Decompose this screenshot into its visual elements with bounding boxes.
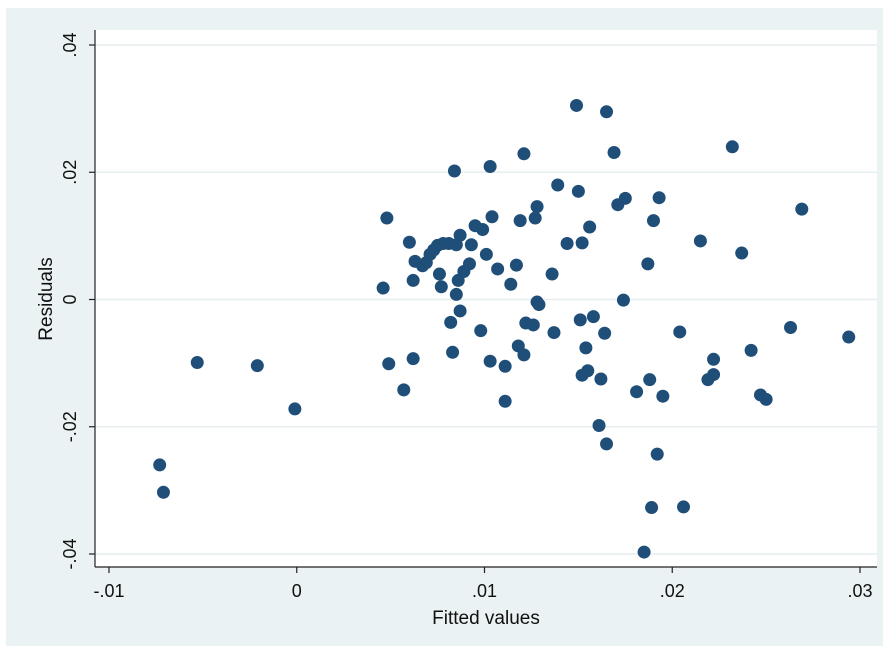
data-point [288, 402, 302, 416]
data-point [759, 392, 773, 406]
data-point [652, 191, 666, 205]
data-point [560, 237, 574, 251]
data-point [532, 298, 546, 312]
data-point [462, 257, 476, 271]
data-point [530, 200, 544, 214]
data-point [725, 140, 739, 154]
data-point [677, 500, 691, 514]
data-point [498, 359, 512, 373]
data-point [517, 348, 531, 362]
data-point [432, 267, 446, 281]
data-point [784, 320, 798, 334]
y-ticks: -.04 -.02 0 .02 .04 [60, 32, 95, 570]
y-tick-label: -.04 [60, 538, 80, 569]
data-point [579, 341, 593, 355]
data-point [380, 211, 394, 225]
data-point [504, 277, 518, 291]
data-point [446, 345, 460, 359]
y-axis-title: Residuals [36, 257, 57, 340]
data-point [618, 191, 632, 205]
data-point [744, 343, 758, 357]
data-point [513, 214, 527, 228]
data-point [406, 273, 420, 287]
data-point [190, 355, 204, 369]
data-point [474, 324, 488, 338]
data-point [641, 257, 655, 271]
data-point [842, 330, 856, 344]
data-point [586, 310, 600, 324]
x-tick-label: .02 [660, 581, 685, 601]
data-point [735, 246, 749, 260]
data-point [607, 146, 621, 160]
data-point [598, 326, 612, 340]
data-point [447, 164, 461, 178]
data-point [483, 354, 497, 368]
data-point [795, 202, 809, 216]
data-point [397, 383, 411, 397]
data-point [673, 325, 687, 339]
data-point [153, 458, 167, 472]
data-point [449, 287, 463, 301]
data-point [616, 293, 630, 307]
data-point [583, 220, 597, 234]
data-point [485, 210, 499, 224]
data-point [600, 437, 614, 451]
data-point [528, 211, 542, 225]
data-point [483, 160, 497, 174]
data-point [491, 262, 505, 276]
y-tick-label: .02 [60, 160, 80, 185]
data-point [402, 235, 416, 249]
x-tick-label: 0 [292, 581, 302, 601]
data-point [645, 501, 659, 515]
data-point [498, 394, 512, 408]
x-tick-label: .01 [472, 581, 497, 601]
data-point [547, 326, 561, 340]
data-point [581, 364, 595, 378]
data-point [575, 236, 589, 250]
y-tick-label: .04 [60, 32, 80, 57]
data-point [551, 178, 565, 192]
data-point [656, 389, 670, 403]
data-point [250, 359, 264, 373]
x-axis-title: Fitted values [432, 608, 540, 629]
data-point [571, 184, 585, 198]
data-point [545, 267, 559, 281]
data-point [479, 247, 493, 261]
plot-area [95, 30, 877, 567]
data-point [693, 234, 707, 248]
data-point [646, 214, 660, 228]
data-point [453, 304, 467, 318]
data-point [156, 485, 170, 499]
data-point [434, 280, 448, 294]
data-point [630, 385, 644, 399]
data-point [600, 105, 614, 119]
y-tick-label: -.02 [60, 411, 80, 442]
data-point [594, 372, 608, 386]
data-point [569, 98, 583, 112]
x-tick-label: -.01 [93, 581, 124, 601]
data-point [376, 281, 390, 295]
data-point [406, 352, 420, 366]
x-tick-label: .03 [847, 581, 872, 601]
x-ticks: -.01 0 .01 .02 .03 [93, 567, 873, 601]
data-point [573, 313, 587, 327]
data-point [509, 258, 523, 272]
data-point [464, 238, 478, 252]
data-point [592, 418, 606, 432]
data-point [650, 447, 664, 461]
data-point [526, 318, 540, 332]
y-tick-label: 0 [60, 294, 80, 304]
data-point [707, 352, 721, 366]
gridlines [95, 44, 877, 555]
data-points [153, 98, 856, 559]
data-point [643, 373, 657, 387]
data-point [382, 357, 396, 371]
data-point [707, 368, 721, 382]
data-point [476, 223, 490, 237]
data-point [637, 545, 651, 559]
data-point [444, 315, 458, 329]
data-point [517, 147, 531, 161]
data-point [453, 228, 467, 242]
